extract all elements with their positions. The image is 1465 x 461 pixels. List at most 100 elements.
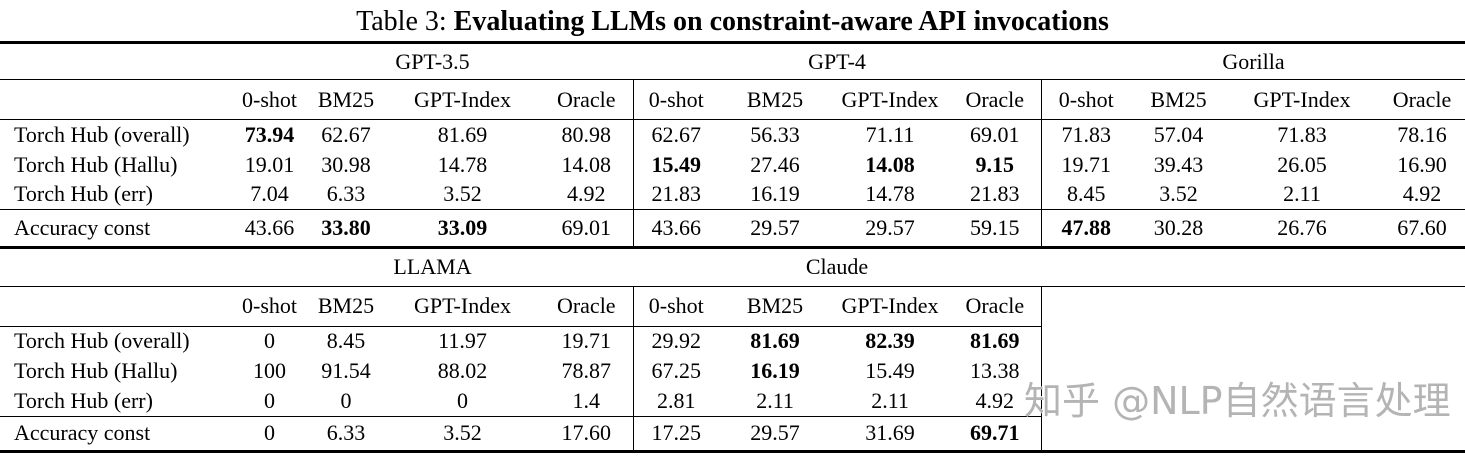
data-cell: 16.19 [719, 179, 831, 210]
data-cell: 0 [264, 420, 275, 445]
data-cell: 82.39 [865, 328, 915, 354]
data-cell: 71.11 [865, 121, 915, 147]
column-header: BM25 [719, 79, 831, 120]
data-cell: 69.71 [949, 416, 1042, 451]
data-cell: 33.80 [321, 215, 371, 240]
data-cell: 6.33 [326, 420, 366, 445]
data-cell: 4.92 [949, 386, 1042, 417]
data-cell: 29.92 [651, 328, 702, 354]
row-label: Torch Hub (overall) [14, 328, 190, 354]
data-cell: 29.57 [750, 420, 800, 445]
data-cell: 21.83 [949, 179, 1042, 210]
data-cell: 16.90 [1397, 151, 1447, 177]
data-cell: 81.69 [750, 328, 800, 354]
data-cell: 8.45 [326, 328, 366, 354]
data-cell: 100 [253, 358, 286, 383]
corner-cell [0, 286, 232, 327]
column-header: BM25 [307, 79, 385, 120]
data-cell: 91.54 [321, 358, 371, 383]
corner-cell [0, 42, 232, 80]
data-cell: 29.57 [750, 215, 800, 240]
results-table-top: GPT-3.5 GPT-4 Gorilla 0-shot BM25 GPT-Index Or… [0, 41, 1465, 249]
column-header: GPT-Index [831, 286, 950, 327]
data-cell: 3.52 [385, 179, 540, 210]
column-header: GPT-Index [1226, 79, 1378, 120]
watermark: 知乎 @NLP自然语言处理 [1024, 379, 1451, 423]
data-cell: 30.28 [1153, 215, 1204, 240]
data-cell: 78.16 [1397, 121, 1447, 147]
data-cell: 2.81 [633, 386, 720, 417]
data-cell: 13.38 [949, 356, 1042, 386]
data-cell: 31.69 [865, 420, 915, 445]
data-cell: 0 [264, 328, 275, 354]
row-label: Torch Hub (Hallu) [14, 358, 178, 383]
data-cell: 62.67 [321, 121, 371, 147]
data-cell: 29.57 [865, 215, 915, 240]
row-label: Torch Hub (err) [0, 386, 232, 417]
row-label: Torch Hub (err) [0, 179, 232, 210]
column-header: 0-shot [232, 79, 307, 120]
row-label: Accuracy const [14, 215, 151, 240]
data-cell: 17.25 [651, 420, 702, 445]
data-cell: 15.49 [651, 151, 702, 177]
data-cell: 4.92 [1378, 179, 1465, 210]
data-cell: 56.33 [750, 121, 800, 147]
data-cell: 69.01 [540, 209, 634, 248]
data-cell: 19.01 [244, 151, 295, 177]
corner-cell [0, 249, 232, 287]
caption-prefix: Table 3: [356, 6, 447, 37]
model-group-header: Gorilla [1041, 42, 1465, 80]
data-cell: 80.98 [540, 119, 634, 150]
data-cell: 1.4 [540, 386, 634, 417]
corner-cell [0, 79, 232, 120]
data-cell: 33.09 [437, 215, 488, 240]
data-cell: 14.78 [437, 151, 488, 177]
data-cell: 16.19 [750, 358, 800, 383]
column-header: Oracle [540, 79, 634, 120]
data-cell: 26.76 [1277, 215, 1327, 240]
data-cell: 9.15 [949, 149, 1042, 180]
model-group-header: GPT-4 [633, 42, 1041, 80]
data-cell: 26.05 [1277, 151, 1327, 177]
row-label: Torch Hub (overall) [14, 121, 190, 147]
filler-cell [1041, 286, 1465, 326]
data-cell: 0 [385, 386, 540, 417]
data-cell: 67.60 [1397, 215, 1447, 240]
column-header: BM25 [307, 286, 385, 327]
data-cell: 0 [232, 386, 307, 417]
data-cell: 81.69 [949, 326, 1042, 356]
column-header: 0-shot [633, 286, 720, 327]
data-cell: 81.69 [437, 121, 488, 147]
column-header: GPT-Index [831, 79, 949, 120]
column-header: 0-shot [633, 79, 719, 120]
data-cell: 3.52 [443, 420, 482, 445]
column-header: BM25 [1131, 79, 1226, 120]
caption-title: Evaluating LLMs on constraint-aware API … [453, 6, 1109, 37]
data-cell: 6.33 [307, 179, 385, 210]
row-label: Accuracy const [14, 420, 151, 445]
column-header: GPT-Index [385, 286, 540, 327]
data-cell: 27.46 [750, 151, 800, 177]
data-cell: 78.87 [540, 356, 634, 386]
filler-cell [1041, 249, 1465, 287]
data-cell: 15.49 [865, 358, 915, 383]
data-cell: 71.83 [1061, 121, 1112, 147]
model-group-header: LLAMA [232, 249, 634, 287]
row-label: Torch Hub (Hallu) [14, 151, 178, 177]
data-cell: 67.25 [651, 358, 702, 383]
data-cell: 21.83 [633, 179, 719, 210]
data-cell: 30.98 [321, 151, 371, 177]
data-cell: 8.45 [1041, 179, 1131, 210]
data-cell: 14.08 [865, 151, 915, 177]
data-cell: 43.66 [244, 215, 295, 240]
data-cell: 2.11 [1226, 179, 1378, 210]
data-cell: 11.97 [438, 328, 487, 354]
column-header: 0-shot [1041, 79, 1131, 120]
data-cell: 43.66 [651, 215, 702, 240]
column-header: GPT-Index [385, 79, 540, 120]
column-header: Oracle [540, 286, 634, 327]
results-table-bottom: LLAMA Claude 0-shot BM25 GPT-Index Oracle 0-sh… [0, 249, 1465, 453]
data-cell: 88.02 [437, 358, 488, 383]
data-cell: 14.78 [831, 179, 949, 210]
